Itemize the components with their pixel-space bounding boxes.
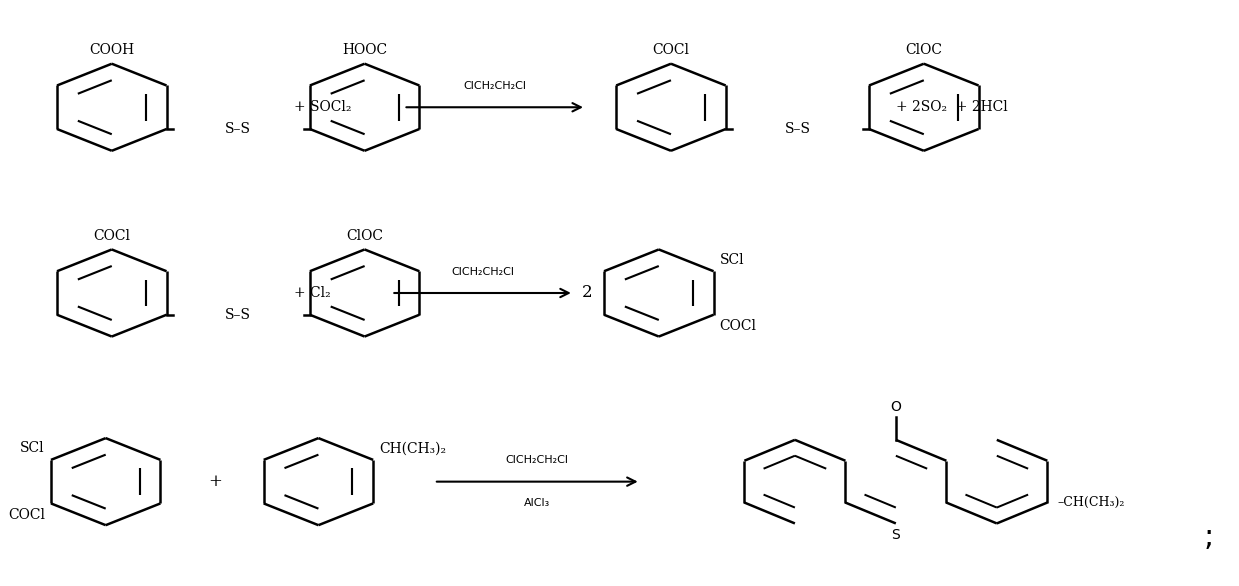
Text: COCl: COCl	[7, 508, 45, 522]
Text: + Cl₂: + Cl₂	[294, 286, 331, 300]
Text: S–S: S–S	[225, 122, 252, 136]
Text: COCl: COCl	[720, 319, 757, 333]
Text: HOOC: HOOC	[342, 43, 387, 57]
Text: COCl: COCl	[653, 43, 689, 57]
Text: S: S	[892, 528, 901, 542]
Text: S–S: S–S	[784, 122, 810, 136]
Text: COOH: COOH	[89, 43, 134, 57]
Text: O: O	[891, 400, 901, 414]
Text: ClOC: ClOC	[906, 43, 943, 57]
Text: SCl: SCl	[20, 441, 45, 455]
Text: AlCl₃: AlCl₃	[524, 498, 550, 508]
Text: ClOC: ClOC	[346, 229, 383, 243]
Text: ClCH₂CH₂Cl: ClCH₂CH₂Cl	[463, 81, 527, 91]
Text: +: +	[208, 473, 222, 490]
Text: COCl: COCl	[93, 229, 130, 243]
Text: 2: 2	[581, 284, 592, 302]
Text: ClCH₂CH₂Cl: ClCH₂CH₂Cl	[451, 267, 514, 277]
Text: ;: ;	[1203, 522, 1213, 551]
Text: + SOCl₂: + SOCl₂	[294, 100, 352, 114]
Text: + 2SO₂  + 2HCl: + 2SO₂ + 2HCl	[896, 100, 1007, 114]
Text: S–S: S–S	[225, 308, 252, 322]
Text: CH(CH₃)₂: CH(CH₃)₂	[379, 441, 446, 455]
Text: SCl: SCl	[720, 253, 745, 267]
Text: –CH(CH₃)₂: –CH(CH₃)₂	[1057, 496, 1125, 509]
Text: ClCH₂CH₂Cl: ClCH₂CH₂Cl	[506, 455, 569, 465]
